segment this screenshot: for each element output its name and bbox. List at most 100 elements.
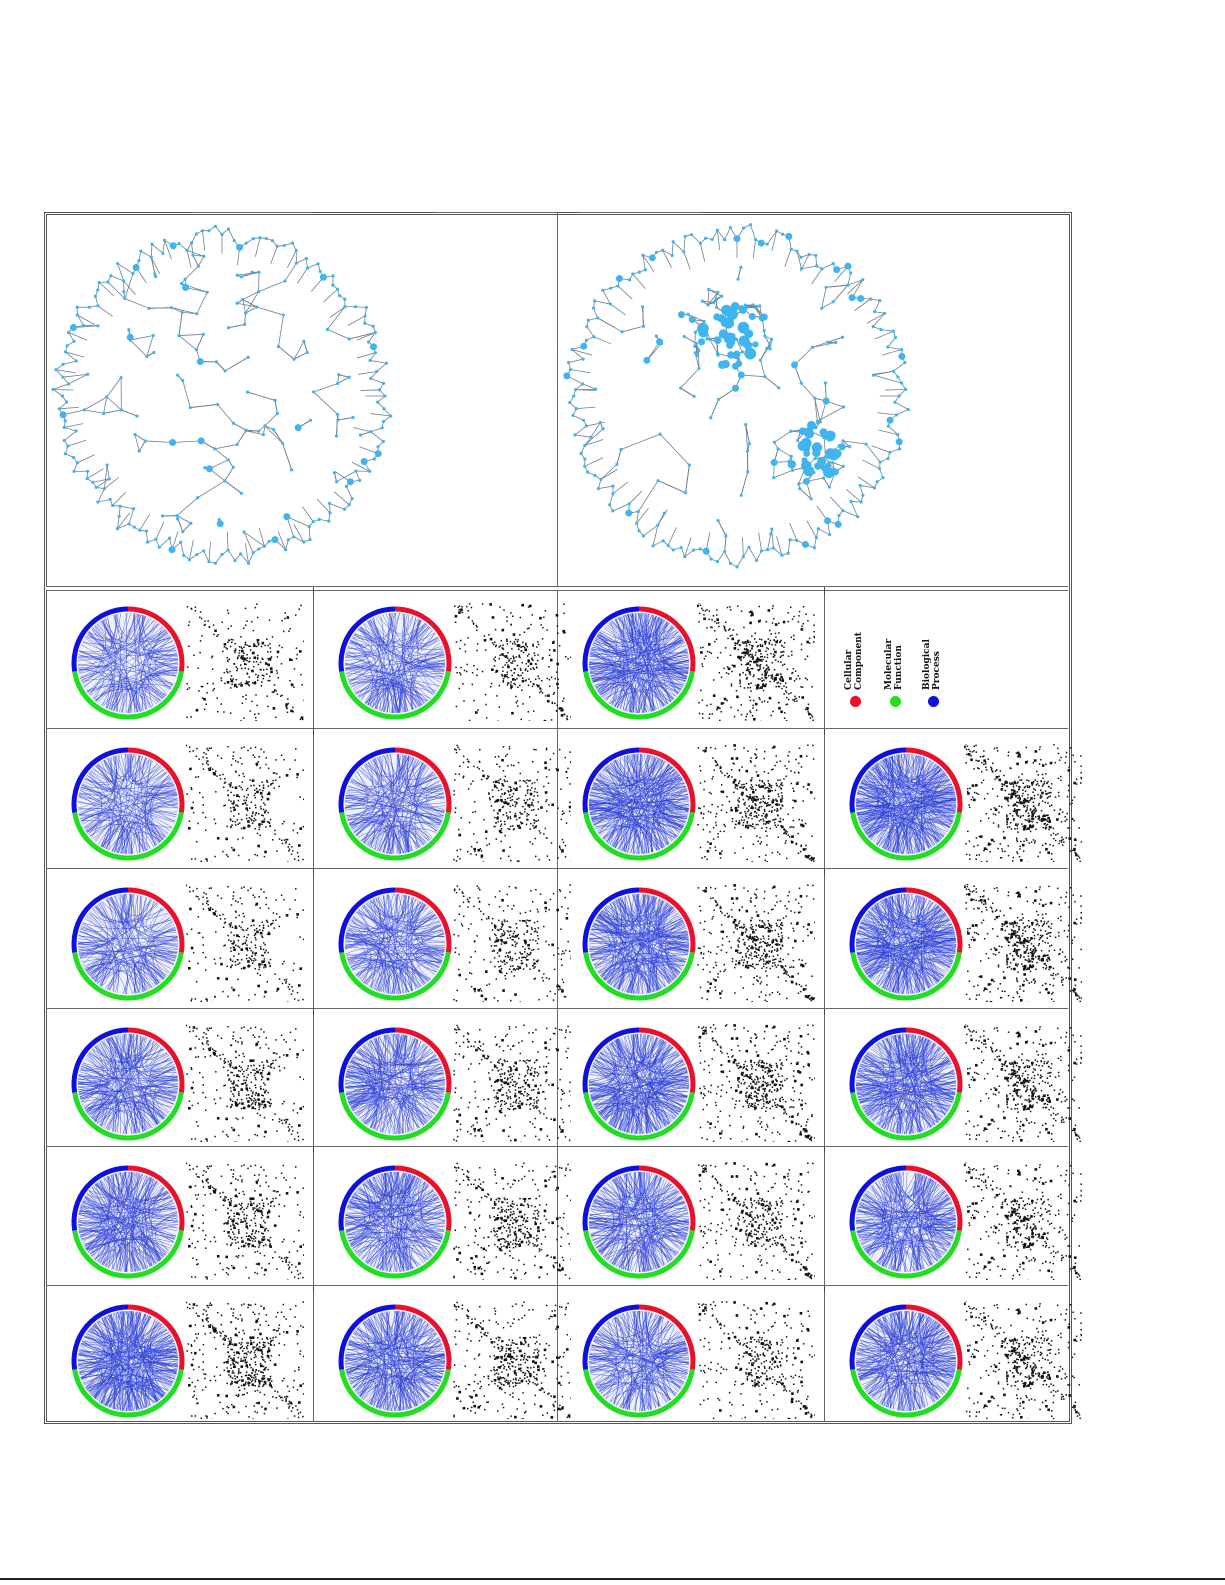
matrix-dot: [511, 648, 513, 650]
network-node: [283, 279, 287, 283]
matrix-dot: [801, 824, 805, 828]
matrix-dot: [813, 614, 815, 616]
matrix-dot: [276, 650, 280, 654]
matrix-dot: [507, 665, 510, 669]
chord-link: [398, 754, 443, 790]
matrix-dot: [763, 808, 766, 811]
matrix-dot: [532, 799, 534, 801]
matrix-dot: [494, 816, 496, 819]
matrix-dot: [753, 798, 755, 800]
matrix-dot: [256, 638, 260, 642]
matrix-dot: [702, 646, 704, 649]
matrix-dot: [220, 679, 223, 682]
network-edge: [600, 469, 618, 480]
network-hub-node: [720, 319, 729, 327]
matrix-dot: [198, 758, 200, 760]
chord-link: [90, 757, 148, 782]
matrix-dot: [227, 639, 230, 641]
matrix-dot: [230, 679, 234, 683]
network-edge: [264, 425, 283, 444]
matrix-dot: [792, 667, 795, 670]
network-edge: [760, 348, 768, 361]
matrix-dot: [544, 827, 547, 830]
matrix-dot: [758, 785, 760, 787]
chord-links: [78, 612, 179, 714]
matrix-dots: [186, 744, 304, 862]
network-node: [683, 555, 687, 559]
network-edge: [598, 485, 614, 490]
matrix-dot: [252, 661, 255, 663]
network-node: [160, 514, 165, 518]
matrix-dot: [244, 663, 246, 666]
matrix-dot: [261, 823, 263, 826]
network-node: [586, 470, 590, 474]
network-node: [74, 429, 78, 433]
network-node: [891, 329, 896, 333]
matrix-dot: [763, 782, 766, 785]
matrix-dot: [746, 713, 748, 715]
chord-link: [399, 686, 436, 713]
matrix-dot: [235, 666, 238, 668]
matrix-dot: [192, 750, 194, 752]
matrix-dot: [503, 674, 507, 677]
matrix-dot: [213, 687, 215, 690]
matrix-dot: [186, 744, 188, 747]
matrix-dot: [750, 614, 752, 617]
network-edge: [823, 477, 830, 488]
matrix-dot: [494, 756, 497, 758]
network-edge: [282, 443, 293, 471]
matrix-dot: [249, 807, 251, 810]
matrix-dot: [241, 837, 244, 839]
matrix-dot: [500, 840, 502, 843]
matrix-dot: [792, 790, 795, 792]
network-node: [176, 517, 180, 521]
matrix-dot: [527, 665, 530, 667]
matrix-dot: [739, 680, 741, 683]
matrix-dot: [761, 660, 763, 662]
network-node: [214, 360, 219, 364]
network-edge: [95, 296, 99, 306]
matrix-dot: [297, 855, 300, 858]
matrix-dot: [458, 611, 461, 614]
matrix-dot: [759, 667, 761, 670]
network-node: [246, 355, 250, 359]
matrix-dots: [453, 744, 571, 862]
molecular-function-arc: [583, 671, 695, 720]
network-node: [54, 368, 58, 372]
matrix-dot: [802, 606, 805, 608]
network-node: [821, 476, 826, 480]
matrix-dot: [513, 668, 516, 670]
matrix-dot: [778, 706, 781, 710]
chord-link: [88, 772, 173, 828]
matrix-dot: [270, 656, 273, 658]
matrix-dot: [285, 838, 288, 841]
chord-link: [116, 614, 172, 643]
network-node: [651, 544, 655, 548]
matrix-dot: [761, 644, 764, 647]
matrix-dot: [761, 785, 765, 788]
matrix-dot: [766, 701, 769, 703]
matrix-dot: [230, 638, 233, 641]
matrix-dot: [770, 674, 772, 677]
network-node: [351, 415, 355, 420]
matrix-dot: [754, 632, 757, 634]
matrix-dot: [743, 687, 746, 689]
chord-link: [358, 769, 444, 794]
chord-link: [382, 754, 401, 853]
chord-link: [373, 758, 420, 848]
matrix-dot: [237, 823, 239, 826]
network-node: [715, 351, 719, 355]
chord-link: [598, 633, 688, 660]
network-node: [127, 328, 131, 332]
matrix-dot: [751, 806, 754, 810]
adjacency-matrix: [697, 744, 815, 862]
chord-link: [345, 623, 373, 658]
matrix-dot: [766, 647, 768, 649]
matrix-dot: [227, 627, 230, 630]
matrix-dot: [755, 709, 758, 711]
network-node: [216, 402, 220, 407]
matrix-dot: [712, 776, 714, 778]
matrix-dot: [510, 789, 513, 791]
matrix-dot: [512, 660, 514, 662]
cellular-component-arc: [638, 747, 696, 813]
